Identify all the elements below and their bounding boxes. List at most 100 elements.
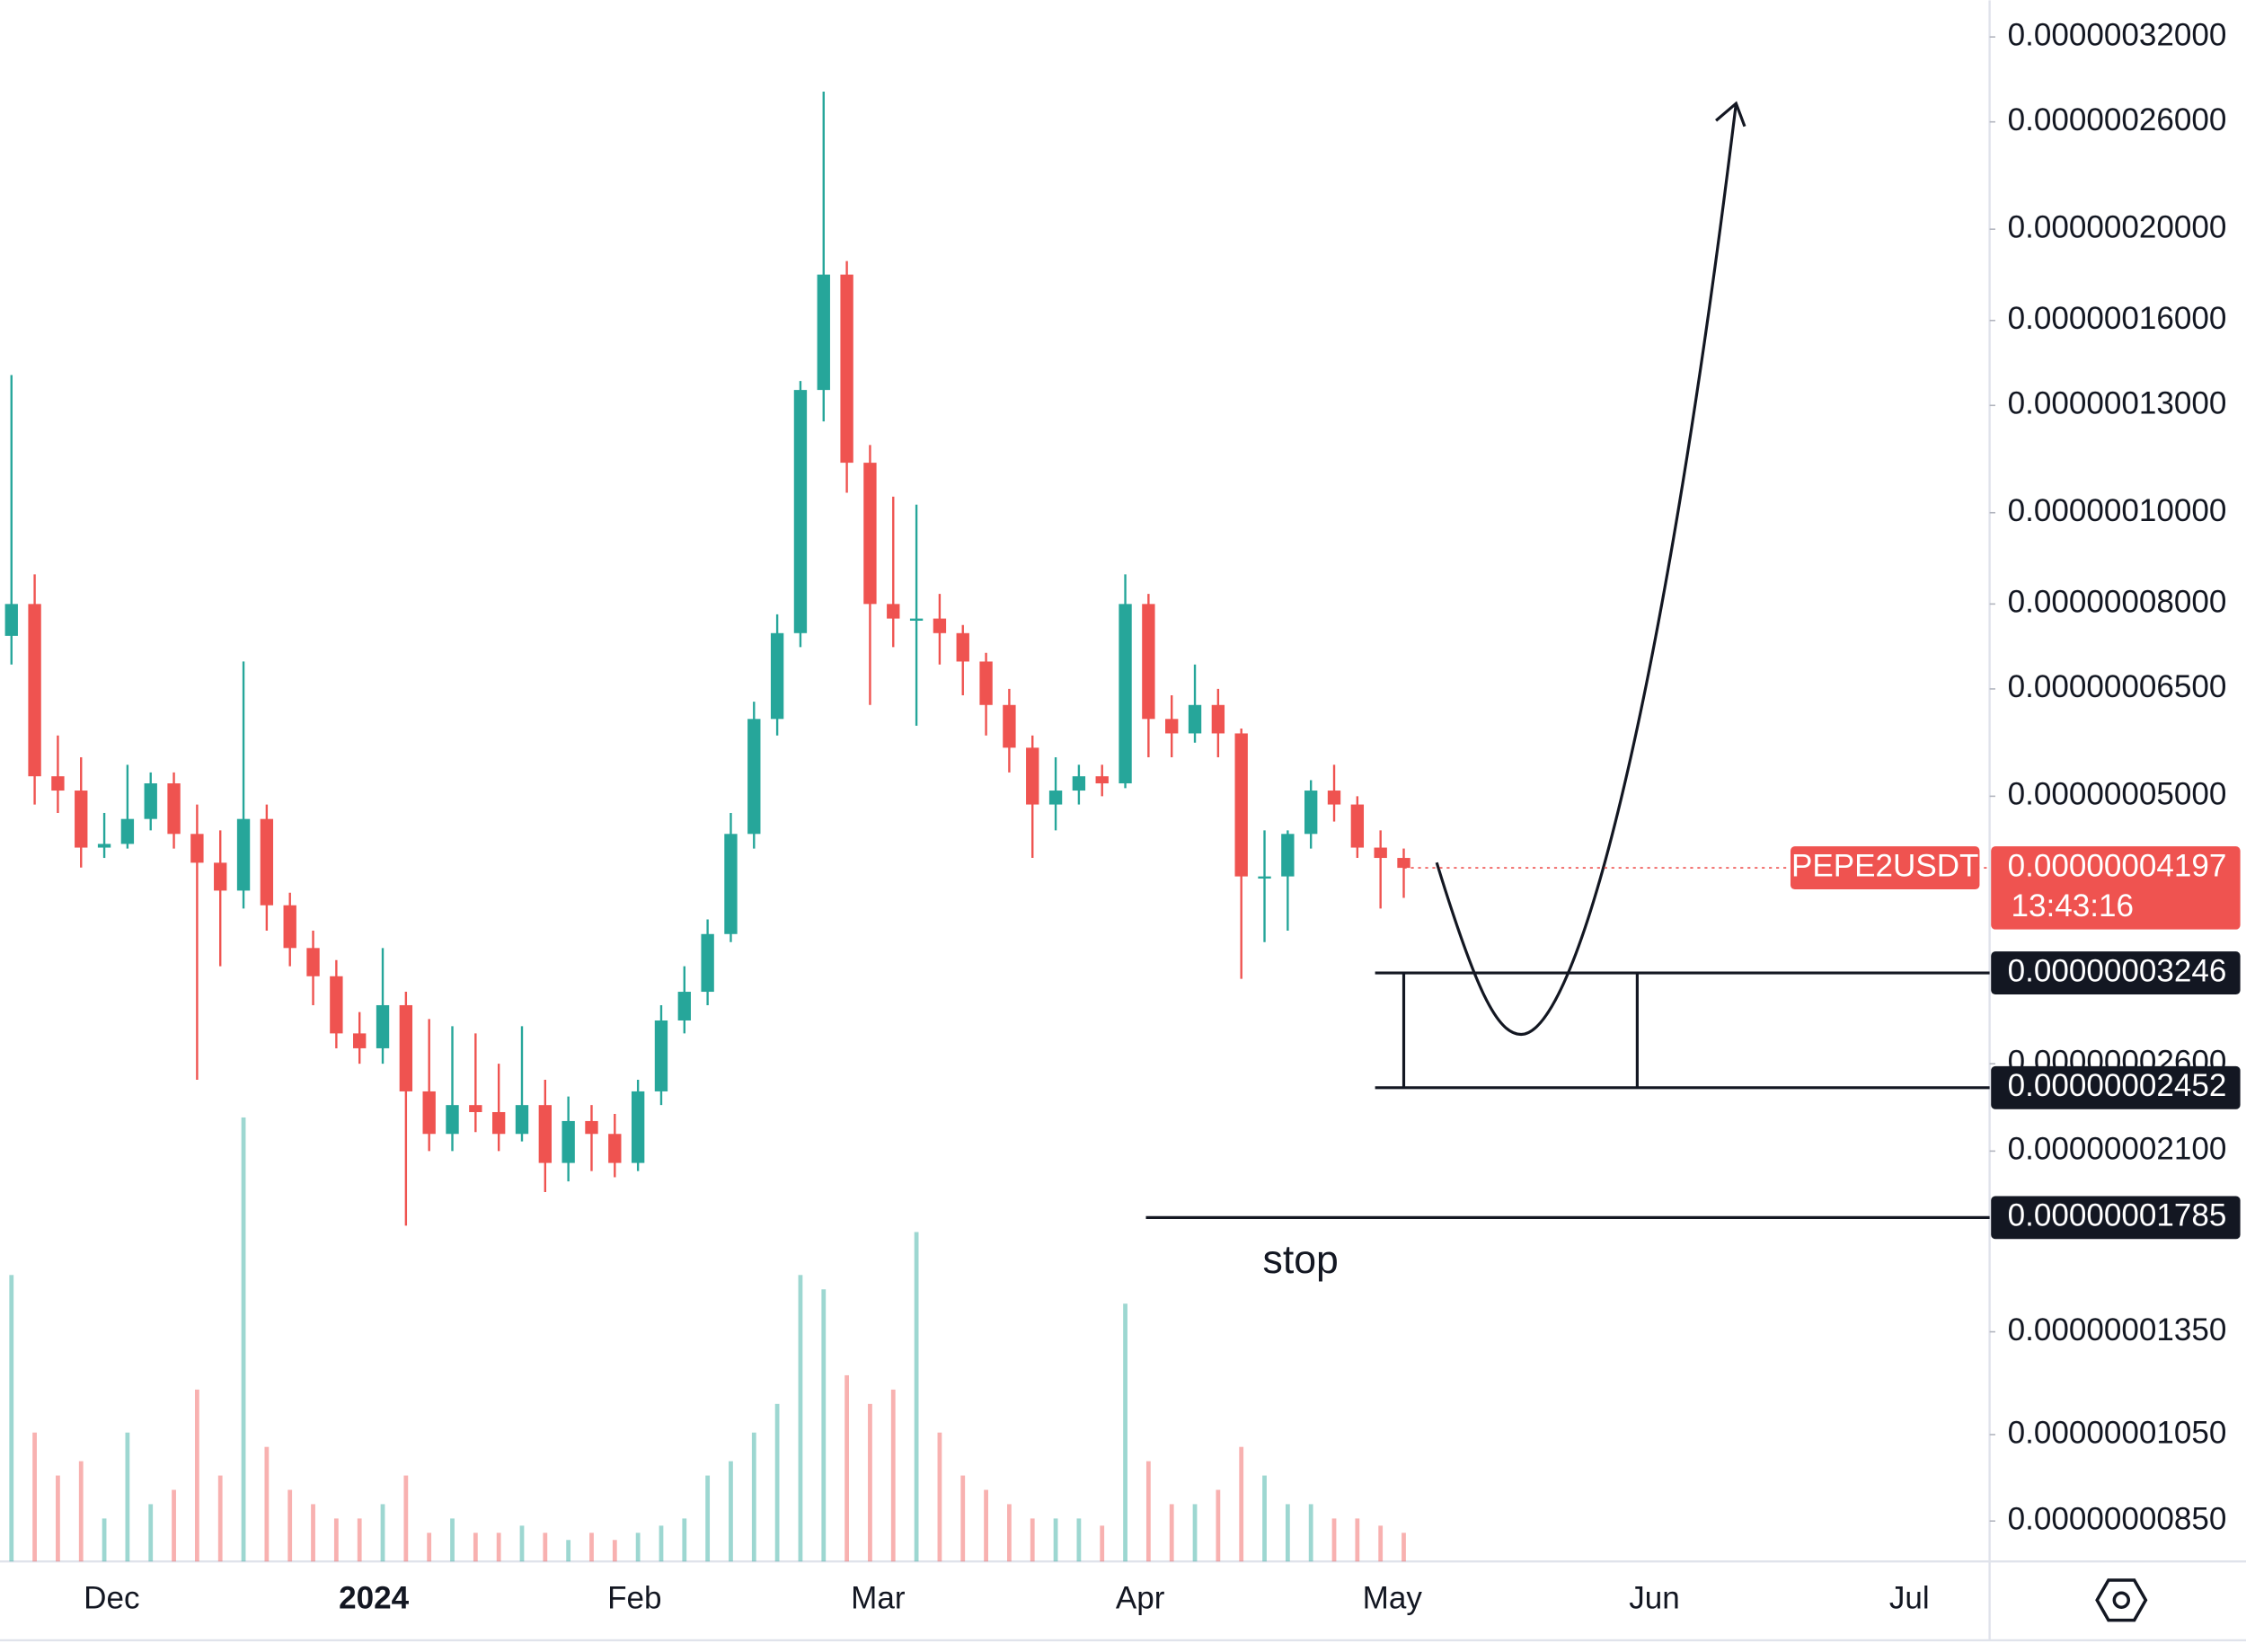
volume-bar bbox=[241, 1117, 246, 1562]
level-label-box bbox=[1991, 951, 2241, 995]
volume-bar bbox=[543, 1533, 548, 1562]
volume-bar bbox=[333, 1518, 339, 1562]
volume-bar bbox=[821, 1289, 827, 1562]
y-tick-label: 0.00000032000 bbox=[2008, 17, 2227, 52]
last-price-label: 0.00000004197 bbox=[2008, 848, 2227, 883]
volume-bar bbox=[519, 1525, 525, 1562]
volume-bar bbox=[589, 1533, 594, 1562]
y-tick-label: 0.00000002100 bbox=[2008, 1132, 2227, 1167]
volume-bar bbox=[1239, 1446, 1244, 1562]
y-tick-label: 0.00000000850 bbox=[2008, 1501, 2227, 1536]
volume-bar bbox=[960, 1475, 966, 1562]
candle-body bbox=[724, 834, 738, 934]
volume-bar bbox=[1285, 1504, 1290, 1562]
volume-bar bbox=[868, 1403, 872, 1562]
volume-bar bbox=[102, 1518, 107, 1562]
volume-bar bbox=[914, 1232, 919, 1562]
x-tick-label: Jul bbox=[1889, 1581, 1930, 1616]
volume-bar bbox=[148, 1504, 154, 1562]
volume-bar bbox=[984, 1489, 988, 1562]
volume-bar bbox=[194, 1389, 199, 1562]
candle-body bbox=[1211, 704, 1225, 734]
candle-body bbox=[1003, 704, 1016, 748]
candle-body bbox=[167, 783, 181, 835]
volume-bar bbox=[890, 1389, 896, 1562]
candle-body bbox=[585, 1120, 598, 1135]
candle-body bbox=[376, 1004, 390, 1048]
projection-arrow bbox=[1715, 101, 1746, 128]
settings-hex[interactable] bbox=[2095, 1578, 2148, 1622]
stop-label: stop bbox=[1263, 1238, 1339, 1282]
candle-body bbox=[422, 1091, 436, 1135]
volume-bar bbox=[9, 1275, 14, 1562]
last-price-box bbox=[1991, 846, 2241, 930]
candle-body bbox=[677, 992, 691, 1020]
candle-body bbox=[863, 463, 877, 605]
candle-body bbox=[933, 618, 947, 633]
candle-body bbox=[817, 274, 830, 391]
volume-bar bbox=[1308, 1504, 1313, 1562]
candle-body bbox=[1119, 604, 1132, 784]
candle-body bbox=[1165, 719, 1179, 734]
volume-bar bbox=[751, 1432, 756, 1562]
candle-body bbox=[4, 604, 18, 636]
volume-bar bbox=[1262, 1475, 1267, 1562]
candle-body bbox=[75, 791, 88, 848]
volume-bar bbox=[380, 1504, 385, 1562]
candle-body bbox=[51, 776, 65, 791]
volume-bar bbox=[1355, 1518, 1360, 1562]
candle-body bbox=[538, 1105, 552, 1163]
candle-body bbox=[1397, 858, 1410, 869]
volume-bar bbox=[450, 1518, 455, 1562]
candle-body bbox=[979, 661, 993, 705]
candle-body bbox=[631, 1091, 645, 1163]
volume-bar bbox=[357, 1518, 362, 1562]
volume-bar bbox=[1331, 1518, 1337, 1562]
volume-bar bbox=[172, 1489, 176, 1562]
candle-body bbox=[1095, 776, 1109, 784]
volume-bar bbox=[217, 1475, 223, 1562]
volume-bar bbox=[1169, 1504, 1174, 1562]
volume-bar bbox=[635, 1533, 641, 1562]
candle-layer bbox=[4, 91, 1410, 1226]
candle-body bbox=[330, 976, 343, 1034]
y-tick-label: 0.00000006500 bbox=[2008, 669, 2227, 704]
projection-curve bbox=[1435, 102, 1738, 1037]
volume-bar bbox=[403, 1475, 409, 1562]
volume-bar bbox=[311, 1504, 315, 1562]
axis-layer: 0.00000032000 0.00000026000 0.00000020000 0… bbox=[84, 17, 2241, 1616]
candle-body bbox=[446, 1105, 459, 1135]
y-tick-label: 0.00000008000 bbox=[2008, 585, 2227, 620]
candle-body bbox=[562, 1120, 575, 1163]
x-tick-label: Feb bbox=[607, 1581, 661, 1616]
volume-bar bbox=[798, 1275, 803, 1562]
volume-bar bbox=[729, 1461, 733, 1562]
candle-body bbox=[214, 862, 227, 891]
volume-bar bbox=[705, 1475, 711, 1562]
level-label: 0.00000002452 bbox=[2008, 1068, 2227, 1103]
x-tick-label: 2024 bbox=[339, 1581, 410, 1616]
volume-bar bbox=[1076, 1518, 1082, 1562]
x-tick-label: May bbox=[1363, 1581, 1423, 1616]
x-tick-label: Jun bbox=[1629, 1581, 1680, 1616]
settings-dot[interactable] bbox=[2112, 1591, 2131, 1609]
level-label: 0.00000003246 bbox=[2008, 953, 2227, 988]
candle-body bbox=[469, 1105, 482, 1112]
candle-body bbox=[701, 933, 714, 993]
symbol-box bbox=[1790, 846, 1980, 890]
candle-body bbox=[515, 1105, 529, 1135]
settings-icon[interactable] bbox=[2095, 1578, 2148, 1622]
candle-body bbox=[120, 818, 135, 844]
candle-body bbox=[236, 818, 251, 891]
volume-bar bbox=[659, 1525, 664, 1562]
volume-bar bbox=[682, 1518, 687, 1562]
level-label-box bbox=[1991, 1196, 2241, 1240]
y-tick-label: 0.00000020000 bbox=[2008, 209, 2227, 244]
volume-bar bbox=[612, 1540, 617, 1562]
candle-body bbox=[190, 834, 204, 863]
volume-bar bbox=[1100, 1525, 1105, 1562]
drawings bbox=[1145, 101, 1990, 1219]
candle-body bbox=[1234, 733, 1248, 877]
y-tick-label: 0.00000001050 bbox=[2008, 1415, 2227, 1450]
